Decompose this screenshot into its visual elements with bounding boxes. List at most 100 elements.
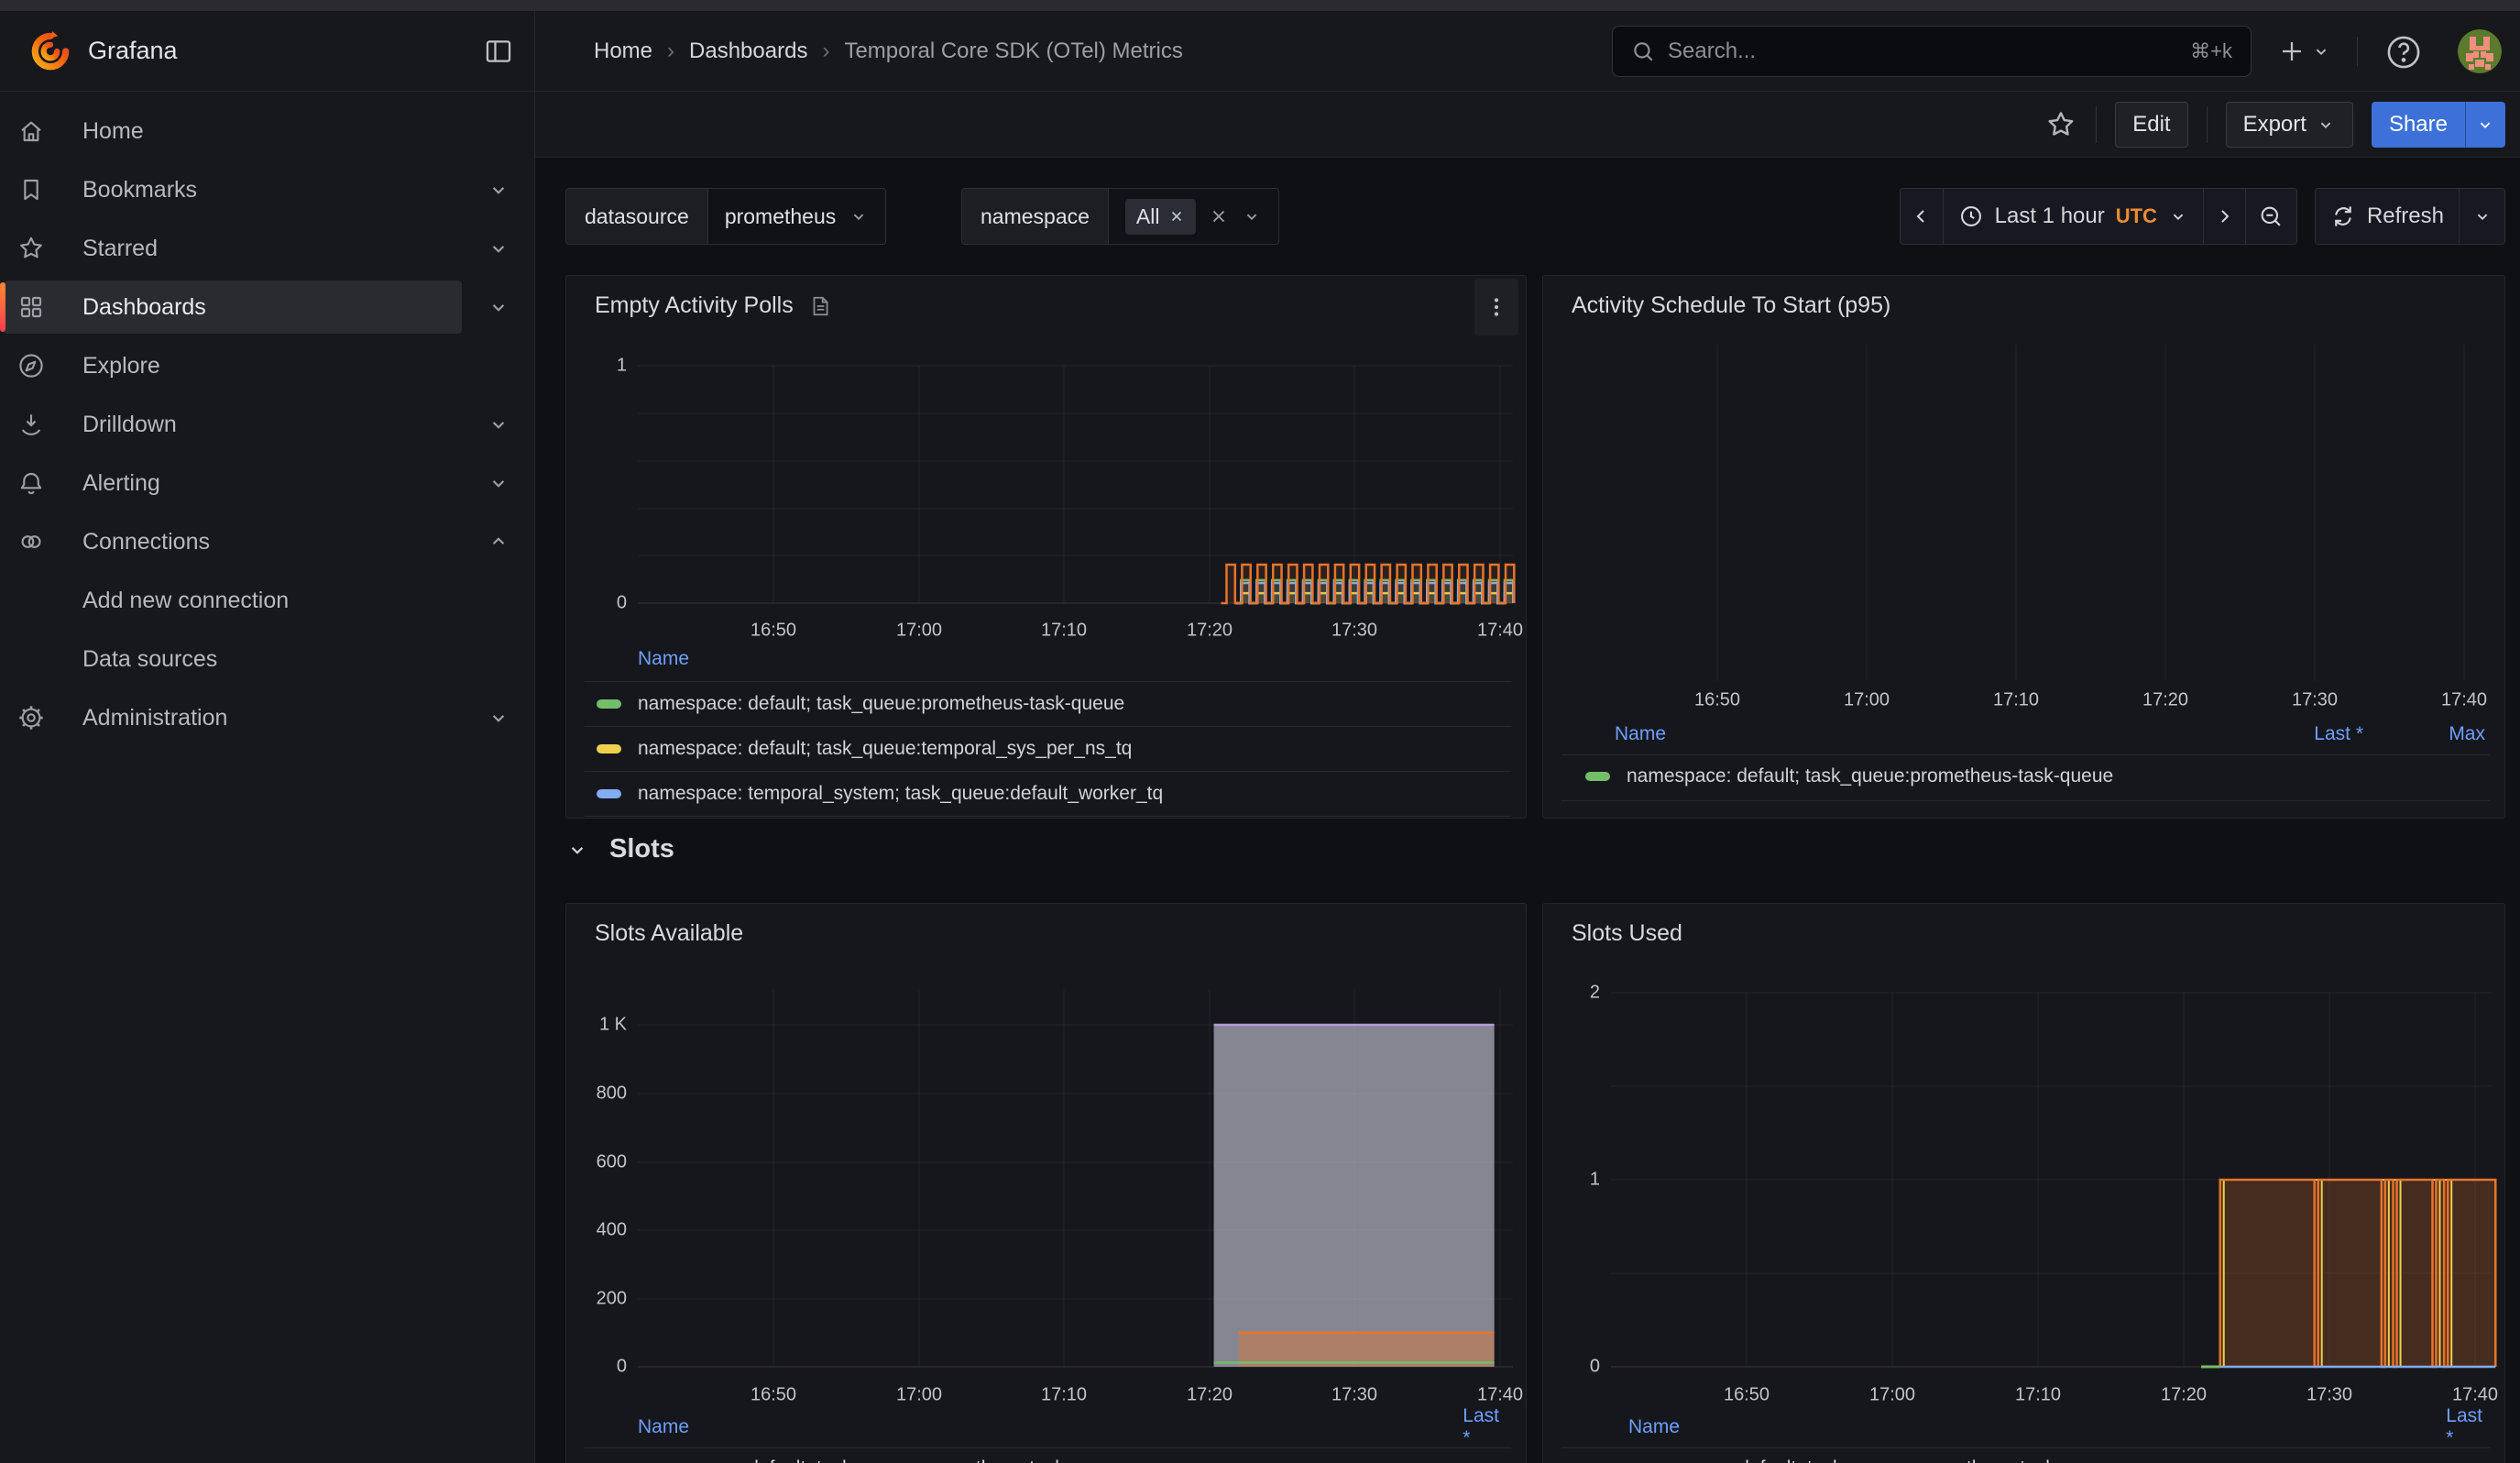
- nav-highlight: [4, 104, 462, 158]
- panel-menu-button[interactable]: [1474, 279, 1518, 336]
- time-back-button[interactable]: [1900, 189, 1943, 244]
- legend-row[interactable]: namespace: default; task_queue:prometheu…: [1585, 765, 2113, 787]
- favorite-star-button[interactable]: [2044, 108, 2077, 141]
- breadcrumb-home[interactable]: Home: [594, 38, 653, 63]
- sidebar-item-home[interactable]: Home: [0, 104, 534, 158]
- y-tick-label: 0: [616, 592, 627, 613]
- legend-header-name[interactable]: Name: [638, 1416, 690, 1437]
- chevron-down-icon[interactable]: [484, 468, 513, 498]
- legend-row[interactable]: namespace: default; task_queue:prometheu…: [1587, 1458, 2115, 1463]
- panel-title[interactable]: Slots Used: [1572, 920, 1682, 946]
- legend-header-calc[interactable]: Max: [2449, 723, 2485, 744]
- legend-header-calc[interactable]: Last *: [2314, 723, 2363, 744]
- panel-title[interactable]: Empty Activity Polls: [595, 292, 832, 319]
- legend-row[interactable]: namespace: default; task_queue:prometheu…: [597, 1458, 1124, 1463]
- search-input[interactable]: Search... ⌘+k: [1612, 26, 2252, 77]
- y-tick-label: 0: [1589, 1356, 1600, 1377]
- time-range-picker[interactable]: Last 1 hour UTC: [1942, 189, 2203, 244]
- x-tick-label: 17:40: [2440, 689, 2488, 710]
- breadcrumb-current: Temporal Core SDK (OTel) Metrics: [844, 38, 1183, 63]
- help-button[interactable]: [2383, 31, 2425, 73]
- series-color-swatch: [597, 789, 621, 798]
- clock-icon: [1960, 206, 1981, 226]
- variable-namespace-label: namespace: [962, 189, 1109, 244]
- x-tick-label: 16:50: [1693, 689, 1741, 710]
- chevron-down-icon[interactable]: [484, 292, 513, 322]
- question-circle-icon: [2387, 36, 2420, 69]
- variable-datasource: datasource prometheus: [565, 188, 887, 245]
- brand-area: Grafana: [0, 11, 535, 91]
- chevron-up-icon[interactable]: [484, 527, 513, 556]
- chart-plot[interactable]: [1543, 276, 2505, 819]
- x-tick-label: 17:30: [1331, 1384, 1378, 1405]
- header-divider: [2357, 37, 2358, 66]
- new-button[interactable]: [2278, 31, 2331, 72]
- clear-icon[interactable]: [1209, 206, 1229, 226]
- chart-plot[interactable]: [566, 276, 1527, 819]
- x-tick-label: 17:00: [1868, 1384, 1916, 1405]
- legend-header-name[interactable]: Name: [638, 648, 690, 669]
- legend-header-name[interactable]: Name: [1615, 723, 1667, 744]
- legend-row[interactable]: namespace: default; task_queue:temporal_…: [597, 738, 1132, 760]
- chevron-down-icon[interactable]: [484, 703, 513, 732]
- x-tick-label: 17:20: [2160, 1384, 2208, 1405]
- x-tick-label: 17:10: [1040, 620, 1088, 641]
- legend-row[interactable]: namespace: default; task_queue:prometheu…: [597, 693, 1124, 715]
- sidebar-item-add-new-connection[interactable]: Add new connection: [0, 574, 534, 627]
- sidebar-item-data-sources[interactable]: Data sources: [0, 632, 534, 686]
- sidebar-item-administration[interactable]: Administration: [0, 691, 534, 744]
- kebab-icon: [1494, 298, 1499, 316]
- variable-namespace-value[interactable]: All: [1108, 189, 1279, 244]
- sidebar-item-explore[interactable]: Explore: [0, 339, 534, 392]
- sidebar-item-label: Drilldown: [82, 411, 177, 437]
- series-name: namespace: default; task_queue:prometheu…: [638, 693, 1125, 714]
- sidebar-item-drilldown[interactable]: Drilldown: [0, 398, 534, 451]
- panel-title[interactable]: Activity Schedule To Start (p95): [1572, 292, 1891, 318]
- breadcrumb-dashboards[interactable]: Dashboards: [689, 38, 808, 63]
- close-icon[interactable]: [1168, 208, 1185, 225]
- chart-plot[interactable]: [1543, 904, 2505, 1463]
- timezone-label: UTC: [2115, 204, 2157, 227]
- edit-button[interactable]: Edit: [2115, 101, 2188, 148]
- variable-datasource-value[interactable]: prometheus: [707, 189, 886, 244]
- sidebar-item-connections[interactable]: Connections: [0, 515, 534, 568]
- description-icon[interactable]: [808, 294, 832, 318]
- x-tick-label: 17:40: [1476, 620, 1524, 641]
- zoom-out-icon: [2262, 206, 2282, 226]
- row-section-slots[interactable]: Slots: [565, 834, 674, 864]
- panel-title[interactable]: Slots Available: [595, 920, 744, 946]
- chevron-down-icon[interactable]: [484, 175, 513, 204]
- sidebar-item-starred[interactable]: Starred: [0, 222, 534, 275]
- sidebar-item-alerting[interactable]: Alerting: [0, 456, 534, 510]
- os-titlebar: [0, 0, 2520, 11]
- legend-row[interactable]: namespace: temporal_system; task_queue:d…: [597, 783, 1163, 805]
- chevron-down-icon[interactable]: [484, 410, 513, 439]
- grafana-logo-icon: [31, 30, 70, 70]
- refresh-icon: [2335, 206, 2351, 226]
- sidebar-item-dashboards[interactable]: Dashboards: [0, 280, 534, 334]
- legend-separator: [585, 816, 1511, 817]
- refresh-interval-button[interactable]: [2459, 189, 2504, 244]
- zoom-out-button[interactable]: [2244, 189, 2296, 244]
- time-forward-button[interactable]: [2202, 189, 2245, 244]
- sidebar-toggle-icon[interactable]: [478, 31, 519, 72]
- legend-header-calc[interactable]: Last *: [2446, 1405, 2482, 1448]
- x-tick-label: 17:00: [895, 620, 943, 641]
- share-menu-button[interactable]: [2465, 101, 2505, 148]
- panel-slots-used: Slots Used 16:50 17:00 17:10 17:20 17:30 17:4…: [1542, 903, 2505, 1463]
- namespace-chip-all[interactable]: All: [1124, 198, 1197, 235]
- user-avatar[interactable]: [2458, 29, 2502, 73]
- share-button[interactable]: Share: [2371, 101, 2465, 148]
- legend-header-name[interactable]: Name: [1628, 1416, 1681, 1437]
- y-tick-label: 800: [596, 1083, 627, 1104]
- chart-plot[interactable]: [566, 904, 1527, 1463]
- legend-separator: [585, 1447, 1511, 1448]
- sidebar-item-bookmarks[interactable]: Bookmarks: [0, 163, 534, 216]
- x-tick-label: 17:20: [1186, 1384, 1233, 1405]
- chevron-left-icon: [1916, 210, 1924, 223]
- legend-header-calc[interactable]: Last *: [1463, 1405, 1499, 1448]
- export-button[interactable]: Export: [2225, 101, 2353, 148]
- nav-highlight: [4, 632, 462, 686]
- refresh-button[interactable]: Refresh: [2315, 189, 2459, 244]
- chevron-down-icon[interactable]: [484, 234, 513, 263]
